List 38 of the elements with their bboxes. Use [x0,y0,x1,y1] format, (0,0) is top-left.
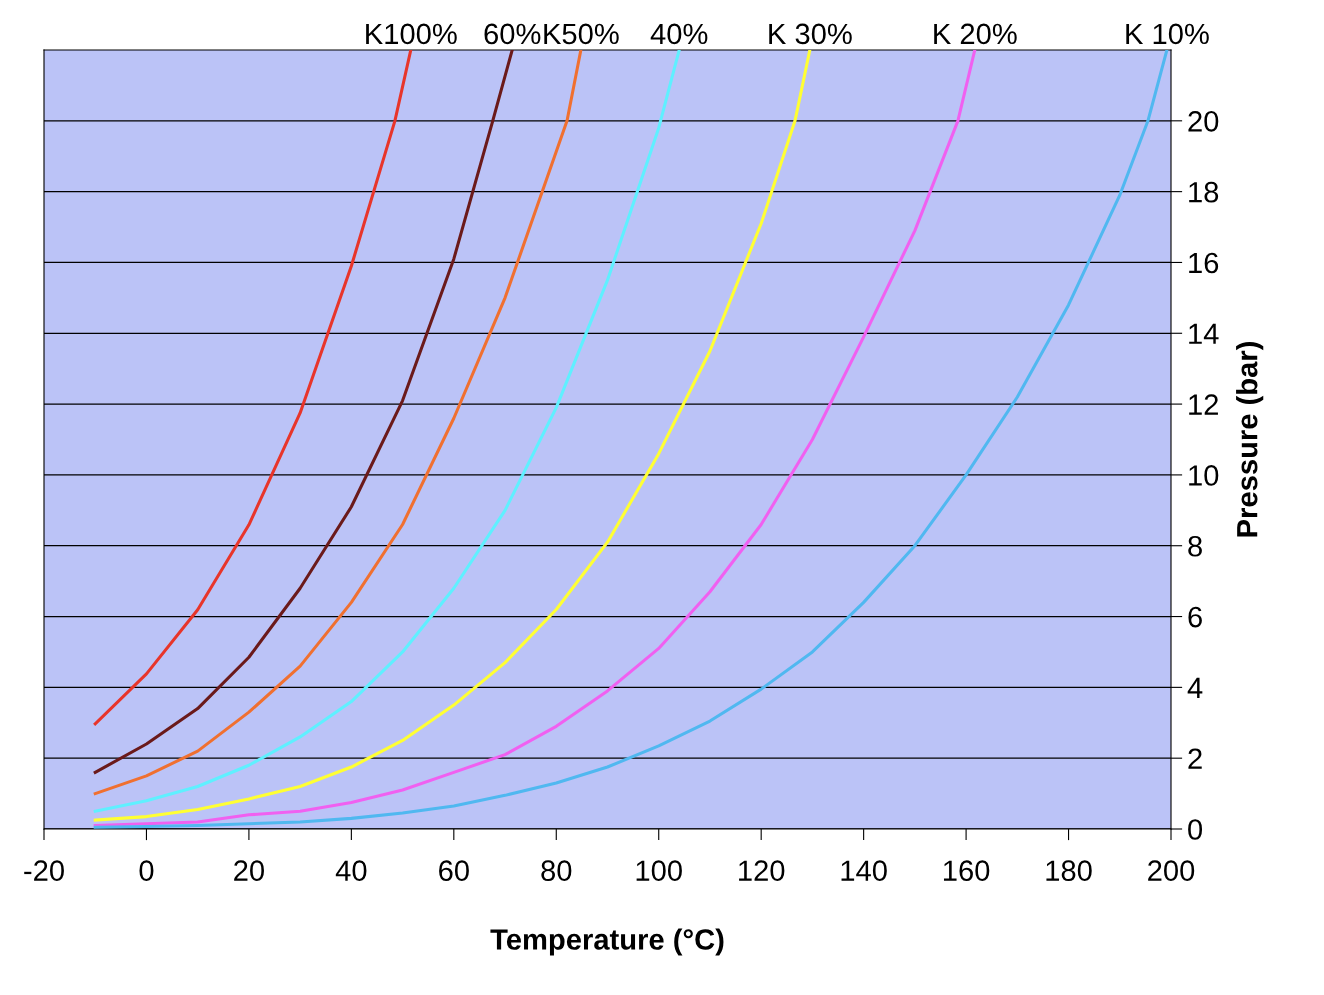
x-tick-label: 200 [1148,860,1195,881]
series-label: 60% [484,23,541,45]
x-tick-label: 40 [335,860,367,881]
y-tick-label: 4 [1187,677,1203,698]
series-label: K100% [366,23,457,45]
x-axis-title: Temperature (°C) [490,928,724,956]
series-label: K 20% [934,23,1017,45]
y-tick-label: 16 [1189,252,1219,274]
line-series [93,50,514,774]
line-series [93,50,977,827]
x-tick-label: 160 [943,860,990,881]
x-tick-label: 60 [439,860,469,881]
y-tick-label: 10 [1189,465,1219,486]
x-tick-label: 180 [1046,860,1092,881]
y-tick-label: 14 [1189,323,1219,344]
series-label: K50% [544,23,619,45]
x-tick-label: 140 [841,860,887,881]
series-label: K 10% [1126,23,1209,45]
y-tick-label: 12 [1189,394,1218,415]
line-series [93,50,812,822]
x-tick-label: 20 [234,860,264,881]
y-tick-label: 8 [1188,535,1202,557]
x-tick-label: 120 [739,860,785,881]
y-axis-title: Pressure (bar) [1236,342,1264,537]
y-tick-label: 18 [1189,181,1219,203]
y-tick-label: 6 [1188,606,1202,628]
line-series [93,50,413,726]
line-series [93,50,583,796]
x-tick-label: 80 [541,860,572,881]
x-tick-label: -20 [24,860,64,881]
series-label: K 30% [769,23,852,45]
y-tick-label: 2 [1188,748,1202,769]
x-tick-label: 100 [636,860,682,881]
series-label: 40% [650,23,708,45]
line-series [93,50,681,813]
x-tick-label: 0 [139,860,154,881]
y-tick-label: 0 [1188,819,1203,840]
y-tick-label: 20 [1188,111,1219,132]
